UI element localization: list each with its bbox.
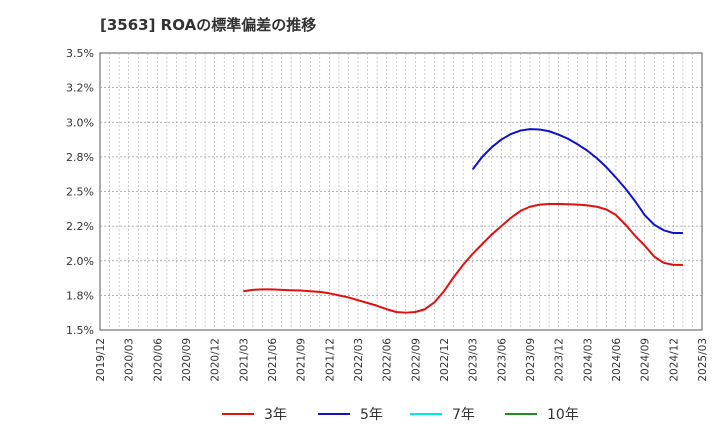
- x-tick-label: 2023/12: [554, 338, 566, 382]
- x-tick-label: 2024/09: [640, 338, 652, 382]
- x-tick-label: 2019/12: [95, 338, 107, 382]
- x-tick-label: 2024/03: [582, 338, 594, 382]
- x-tick-label: 2023/06: [496, 338, 508, 382]
- legend-label: 10年: [547, 407, 579, 423]
- x-tick-label: 2022/09: [410, 338, 422, 382]
- x-tick-label: 2020/03: [124, 338, 136, 382]
- x-tick-label: 2023/03: [468, 338, 480, 382]
- x-tick-label: 2025/03: [697, 338, 709, 382]
- y-tick-label: 3.2%: [66, 82, 94, 95]
- x-tick-label: 2020/09: [181, 338, 193, 382]
- x-tick-label: 2022/12: [439, 338, 451, 382]
- x-tick-label: 2021/09: [296, 338, 308, 382]
- x-tick-label: 2024/12: [668, 338, 680, 382]
- y-tick-label: 2.8%: [66, 151, 94, 164]
- x-tick-label: 2024/06: [611, 338, 623, 382]
- y-tick-label: 2.0%: [66, 255, 94, 268]
- y-tick-label: 1.5%: [66, 324, 94, 337]
- legend-item: 10年: [505, 407, 579, 423]
- x-tick-label: 2020/12: [210, 338, 222, 382]
- x-tick-label: 2022/03: [353, 338, 365, 382]
- y-tick-label: 2.2%: [66, 220, 94, 233]
- y-tick-label: 1.8%: [66, 289, 94, 302]
- x-tick-label: 2021/06: [267, 338, 279, 382]
- x-tick-label: 2022/06: [382, 338, 394, 382]
- x-tick-label: 2021/03: [238, 338, 250, 382]
- y-tick-label: 3.5%: [66, 47, 94, 60]
- series-line-1: [471, 128, 683, 235]
- y-tick-label: 2.5%: [66, 186, 94, 199]
- legend-label: 5年: [360, 407, 383, 423]
- y-tick-label: 3.0%: [66, 116, 94, 129]
- legend-item: 3年: [222, 407, 287, 423]
- legend-label: 7年: [452, 407, 475, 423]
- legend-item: 5年: [318, 407, 383, 423]
- legend-label: 3年: [264, 407, 287, 423]
- x-tick-label: 2021/12: [324, 338, 336, 382]
- legend-item: 7年: [410, 407, 475, 423]
- chart-title: [3563] ROAの標準偏差の推移: [100, 16, 317, 34]
- x-tick-label: 2023/09: [525, 338, 537, 382]
- x-tick-label: 2020/06: [152, 338, 164, 382]
- series-line-0: [243, 202, 683, 314]
